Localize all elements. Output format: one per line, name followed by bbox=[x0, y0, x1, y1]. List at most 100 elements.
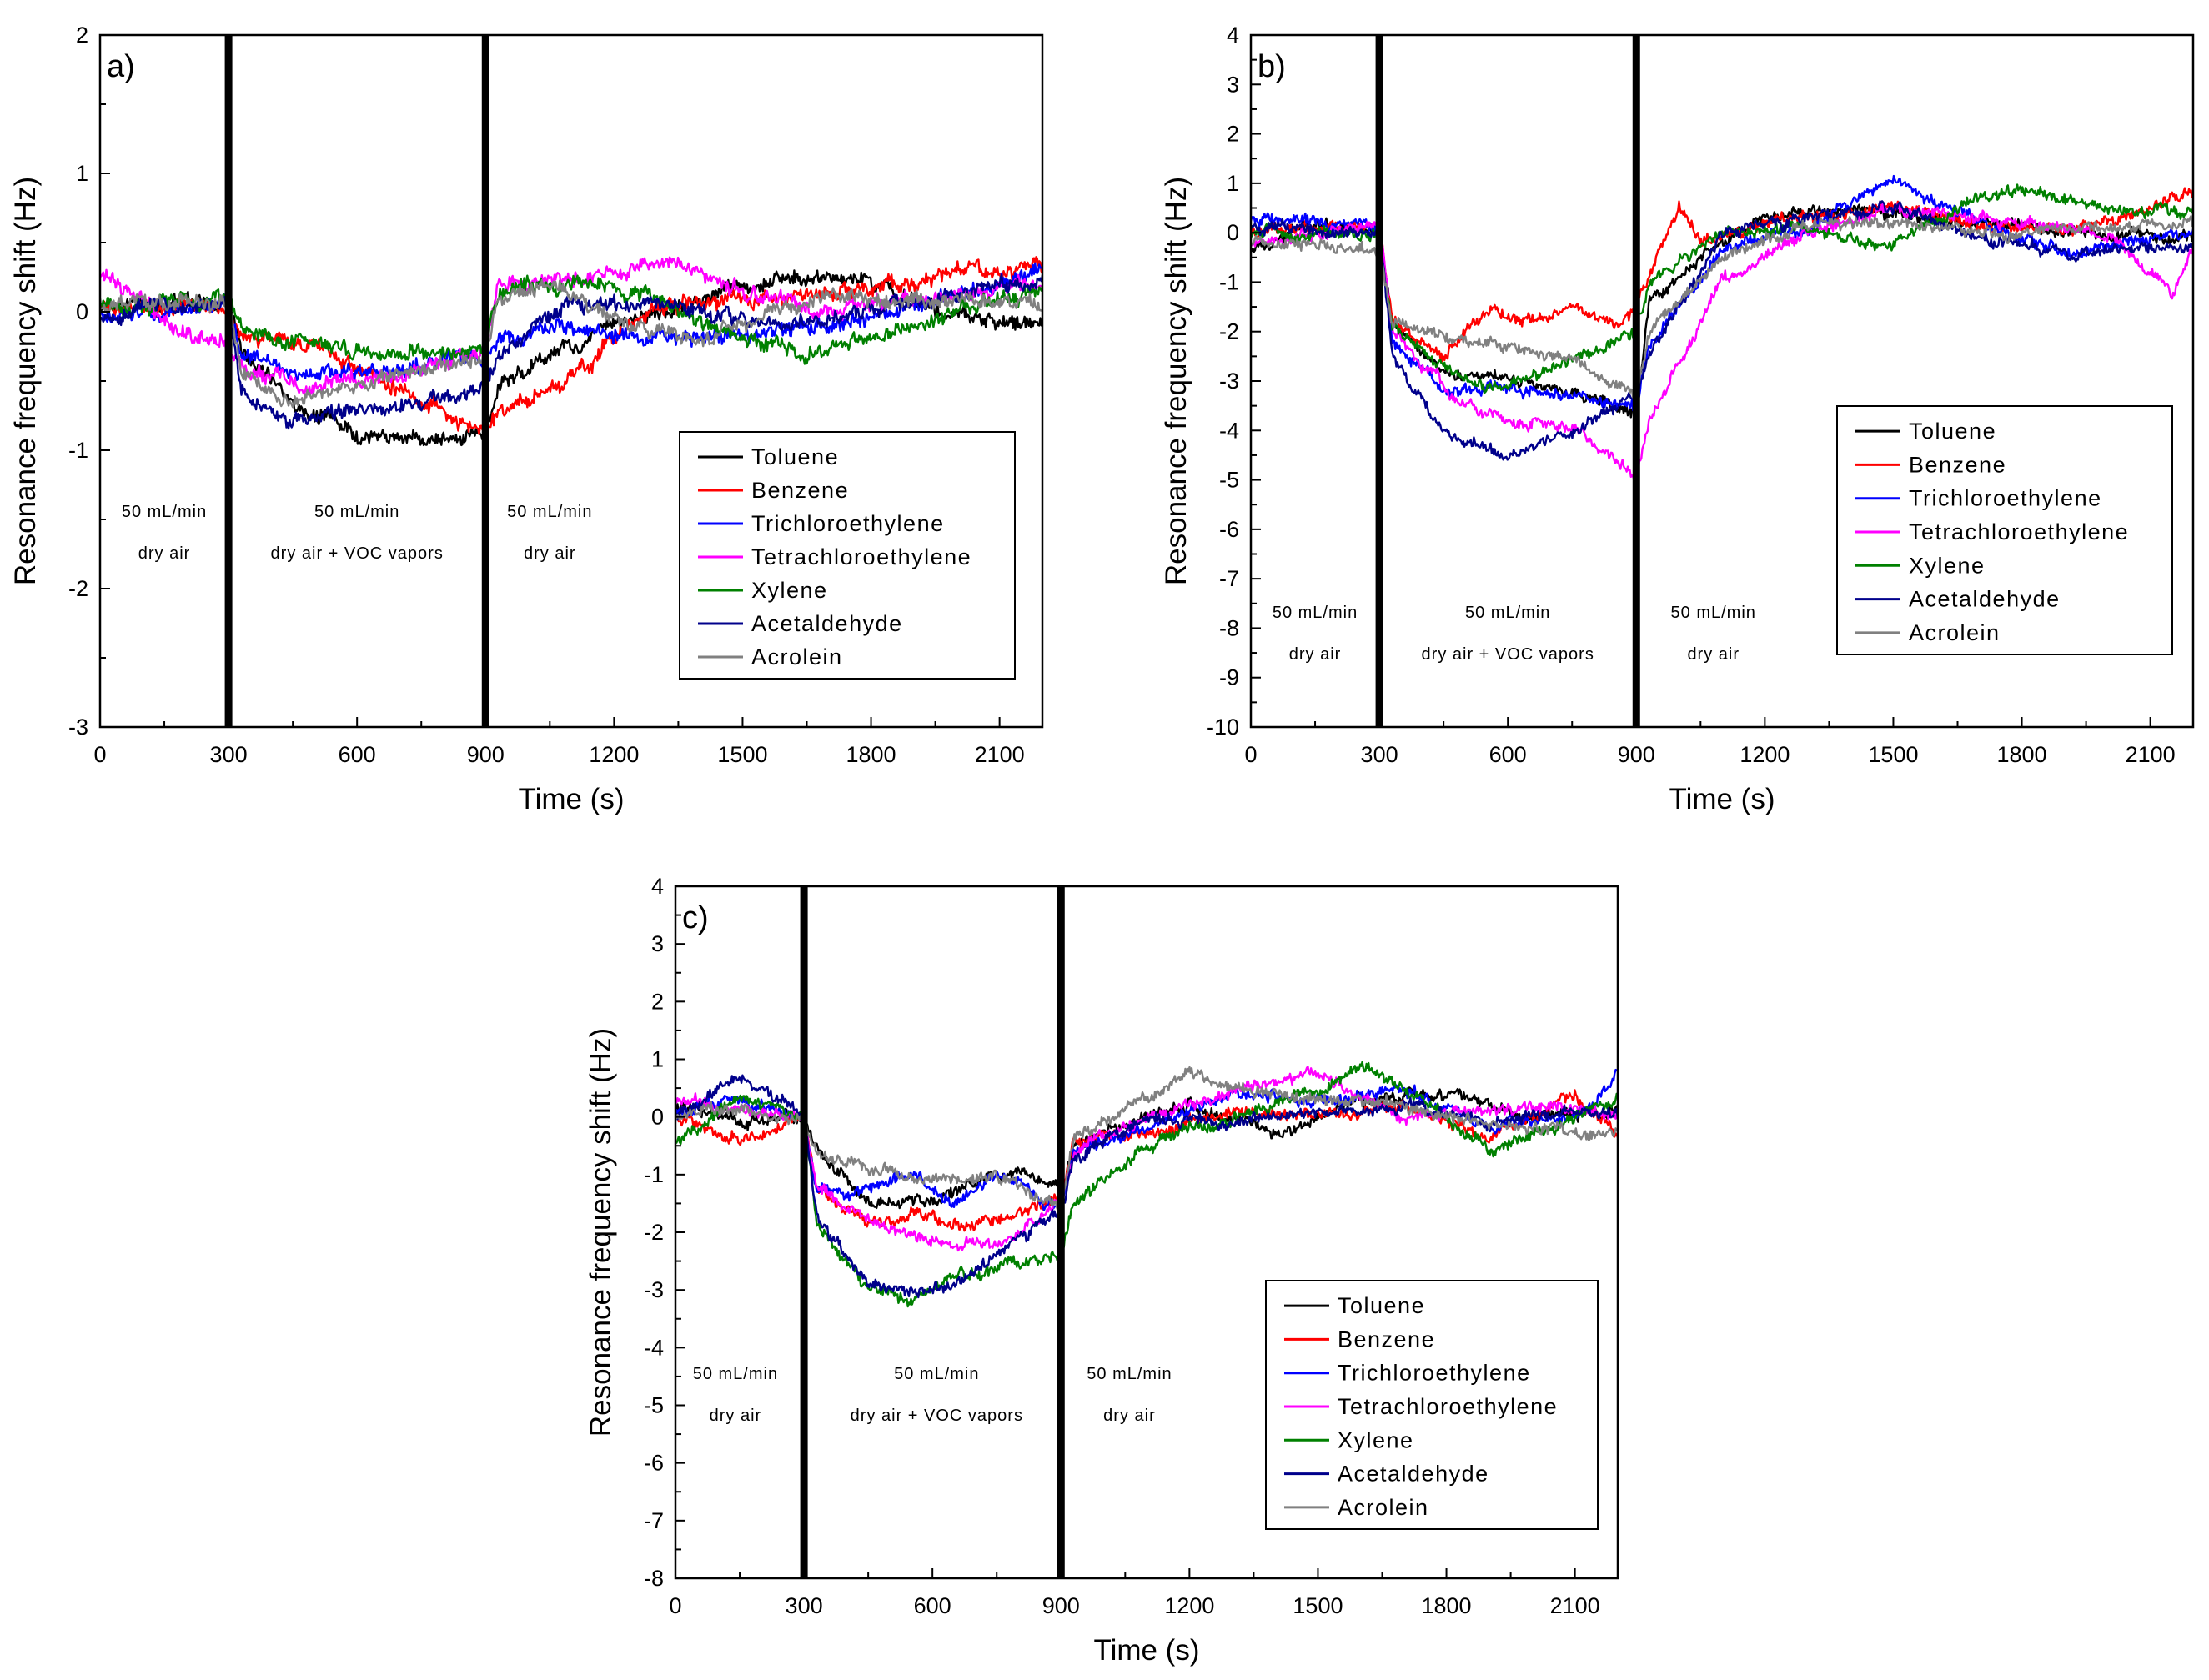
chart0-phase-1-gas-label: dry air bbox=[138, 544, 191, 563]
chart1-legend-label-trichloroethylene: Trichloroethylene bbox=[1909, 486, 2102, 511]
chart0-legend-label-benzene: Benzene bbox=[751, 478, 849, 503]
chart0-legend-box bbox=[679, 431, 1016, 680]
chart0-y-tick-label: -3 bbox=[68, 715, 88, 740]
chart2-series-xylene bbox=[675, 1061, 1618, 1308]
chart0-panel-label: a) bbox=[107, 49, 135, 84]
chart2-x-axis-title: Time (s) bbox=[1093, 1634, 1199, 1667]
chart0-legend-label-acrolein: Acrolein bbox=[751, 644, 843, 669]
chart1-x-tick-label: 2100 bbox=[2126, 742, 2176, 767]
chart1-legend-label-acetaldehyde: Acetaldehyde bbox=[1909, 587, 2061, 612]
chart2-x-tick-label: 1200 bbox=[1164, 1593, 1214, 1618]
chart2-x-tick-label: 1800 bbox=[1422, 1593, 1472, 1618]
chart2-legend-label-toluene: Toluene bbox=[1338, 1293, 1425, 1318]
chart2-legend-label-acrolein: Acrolein bbox=[1338, 1495, 1429, 1520]
chart1-phase-1-gas-label: dry air bbox=[1289, 645, 1342, 664]
chart0-y-tick-label: 1 bbox=[76, 161, 88, 186]
chart1-legend-label-toluene: Toluene bbox=[1909, 419, 1996, 444]
chart2-phase-2-flow-label: 50 mL/min bbox=[894, 1365, 979, 1383]
chart1-phase-1-flow-label: 50 mL/min bbox=[1273, 604, 1358, 622]
chart2-y-tick-label: 2 bbox=[651, 989, 664, 1014]
chart0-series-toluene bbox=[100, 269, 1042, 447]
chart2-legend-label-benzene: Benzene bbox=[1338, 1326, 1435, 1352]
chart2-panel-label: c) bbox=[682, 900, 709, 935]
chart1-y-axis-title: Resonance frequency shift (Hz) bbox=[1160, 177, 1192, 585]
chart0-legend: Toluene Benzene Trichloroethylene Tetrachlo… bbox=[679, 431, 1016, 680]
chart1-legend-label-benzene: Benzene bbox=[1909, 452, 2006, 477]
chart2-x-tick-label: 1500 bbox=[1293, 1593, 1343, 1618]
chart1-y-tick-label: 0 bbox=[1227, 220, 1239, 245]
chart0-y-tick-label: -2 bbox=[68, 576, 88, 601]
chart1-y-tick-label: -6 bbox=[1219, 517, 1239, 542]
chart2-y-axis-title: Resonance frequency shift (Hz) bbox=[585, 1028, 617, 1437]
chart2-y-tick-label: -4 bbox=[644, 1335, 664, 1360]
chart0-x-tick-label: 1200 bbox=[589, 742, 639, 767]
chart1-x-axis-title: Time (s) bbox=[1669, 783, 1775, 815]
chart2-legend-label-trichloroethylene: Trichloroethylene bbox=[1338, 1361, 1531, 1386]
chart1-y-tick-label: -3 bbox=[1219, 369, 1239, 394]
chart2-x-tick-label: 0 bbox=[669, 1593, 681, 1618]
chart2-x-tick-label: 600 bbox=[914, 1593, 951, 1618]
chart1-x-tick-label: 1200 bbox=[1740, 742, 1790, 767]
chart2-x-tick-label: 2100 bbox=[1550, 1593, 1600, 1618]
chart0-legend-label-toluene: Toluene bbox=[751, 444, 839, 469]
chart1-y-tick-label: -9 bbox=[1219, 665, 1239, 690]
chart1-phase-3-gas-label: dry air bbox=[1687, 645, 1740, 664]
chart2-phase-1-flow-label: 50 mL/min bbox=[693, 1365, 778, 1383]
chart2-series-group bbox=[675, 1061, 1618, 1308]
chart0-x-tick-label: 0 bbox=[93, 742, 106, 767]
chart0-y-tick-label: -1 bbox=[68, 438, 88, 463]
chart0-series-group bbox=[100, 256, 1042, 447]
chart2-y-tick-label: 0 bbox=[651, 1105, 664, 1130]
chart1-y-tick-label: -4 bbox=[1219, 418, 1239, 443]
chart2-y-tick-label: -5 bbox=[644, 1393, 664, 1418]
chart2-legend-label-tetrachloroethylene: Tetrachloroethylene bbox=[1338, 1394, 1558, 1419]
chart2-y-tick-label: -8 bbox=[644, 1566, 664, 1591]
chart1-y-tick-label: 2 bbox=[1227, 122, 1239, 147]
chart1-series-acetaldehyde bbox=[1251, 200, 2193, 461]
chart0-phase-2-flow-label: 50 mL/min bbox=[314, 503, 399, 521]
chart0-x-tick-label: 2100 bbox=[975, 742, 1025, 767]
chart0-series-trichloroethylene bbox=[100, 262, 1042, 382]
chart1-y-tick-label: 3 bbox=[1227, 72, 1239, 97]
chart2-legend-box bbox=[1265, 1280, 1599, 1530]
chart2-x-tick-label: 300 bbox=[786, 1593, 823, 1618]
chart0-legend-label-tetrachloroethylene: Tetrachloroethylene bbox=[751, 544, 971, 569]
chart2-x-tick-label: 900 bbox=[1042, 1593, 1080, 1618]
chart0-phase-3-flow-label: 50 mL/min bbox=[507, 503, 592, 521]
chart2-y-tick-label: 3 bbox=[651, 931, 664, 956]
chart1-legend-label-tetrachloroethylene: Tetrachloroethylene bbox=[1909, 519, 2129, 544]
chart1-phase-2-gas-label: dry air + VOC vapors bbox=[1422, 645, 1594, 664]
chart1-y-tick-label: -1 bbox=[1219, 269, 1239, 294]
chart2-phase-3-flow-label: 50 mL/min bbox=[1087, 1365, 1172, 1383]
chart2-series-trichloroethylene bbox=[675, 1068, 1618, 1211]
chart2-y-tick-label: 4 bbox=[651, 874, 664, 899]
chart2-y-tick-label: -2 bbox=[644, 1220, 664, 1245]
chart0-legend-label-trichloroethylene: Trichloroethylene bbox=[751, 511, 945, 536]
chart2-legend-label-xylene: Xylene bbox=[1338, 1427, 1414, 1452]
chart1-series-xylene bbox=[1251, 183, 2193, 394]
chart1-legend-label-xylene: Xylene bbox=[1909, 553, 1986, 578]
chart1-series-group bbox=[1251, 174, 2193, 485]
chart1-x-tick-label: 0 bbox=[1244, 742, 1257, 767]
chart1-legend-box bbox=[1836, 405, 2173, 655]
chart0-y-tick-label: 0 bbox=[76, 299, 88, 324]
chart1-y-tick-label: -2 bbox=[1219, 319, 1239, 344]
chart1-phase-3-flow-label: 50 mL/min bbox=[1671, 604, 1756, 622]
chart1-y-tick-label: -7 bbox=[1219, 566, 1239, 591]
chart0-legend-label-xylene: Xylene bbox=[751, 578, 828, 603]
chart1-x-tick-label: 300 bbox=[1361, 742, 1398, 767]
chart1-y-tick-label: -10 bbox=[1207, 715, 1239, 740]
chart0-legend-label-acetaldehyde: Acetaldehyde bbox=[751, 611, 903, 636]
chart0-phase-3-gas-label: dry air bbox=[524, 544, 576, 563]
chart0-series-xylene bbox=[100, 274, 1042, 365]
chart0-x-tick-label: 1500 bbox=[717, 742, 767, 767]
chart1-legend: Toluene Benzene Trichloroethylene Tetrachlo… bbox=[1836, 405, 2173, 655]
chart1-y-tick-label: -5 bbox=[1219, 468, 1239, 493]
chart1-series-acrolein bbox=[1251, 215, 2193, 399]
chart0-phase-1-flow-label: 50 mL/min bbox=[122, 503, 207, 521]
chart0-x-tick-label: 900 bbox=[467, 742, 505, 767]
chart1-x-tick-label: 1500 bbox=[1868, 742, 1918, 767]
chart0-y-tick-label: 2 bbox=[76, 23, 88, 48]
chart2-phase-2-gas-label: dry air + VOC vapors bbox=[851, 1407, 1023, 1425]
